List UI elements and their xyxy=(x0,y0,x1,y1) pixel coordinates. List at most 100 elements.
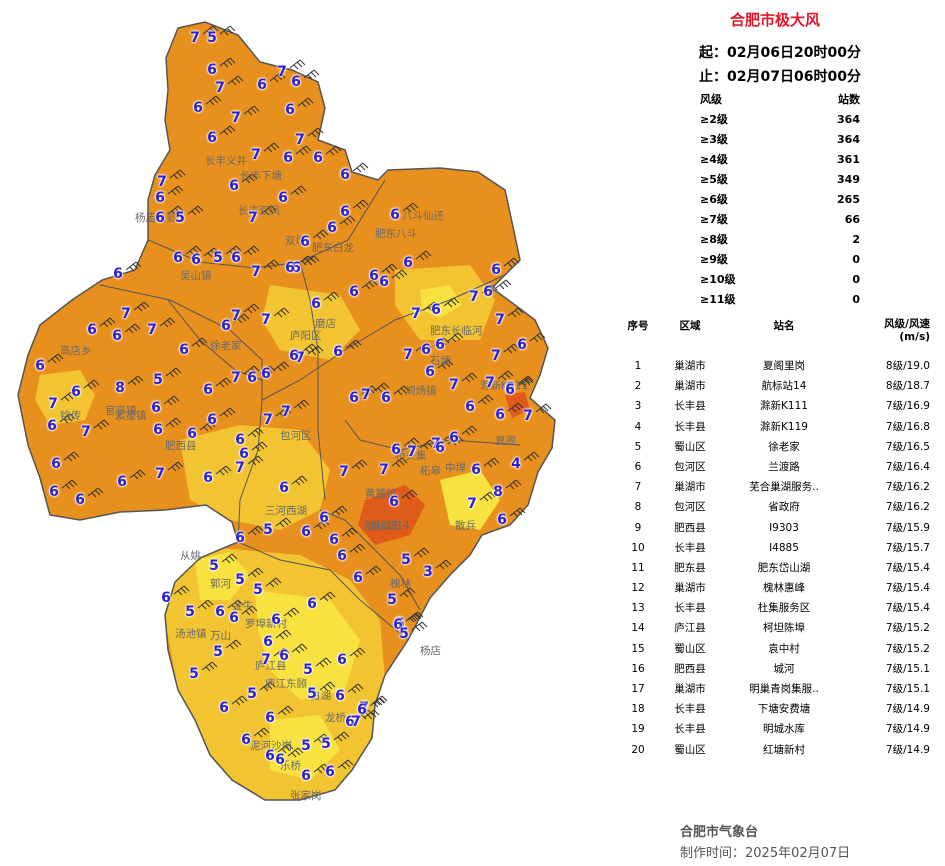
level-table-header: 风级 站数 xyxy=(700,90,860,110)
wind-barb-icon xyxy=(165,367,182,378)
wind-barb-icon xyxy=(349,543,366,554)
wind-barb-icon xyxy=(303,255,320,266)
wind-barb-icon xyxy=(535,403,552,414)
wind-level-marker: 6 xyxy=(257,77,267,93)
rank-station: 红塘新村 xyxy=(763,743,805,756)
wind-level-marker: 5 xyxy=(399,626,409,642)
wind-barb-icon xyxy=(87,487,104,498)
rank-value: 7级/16.9 xyxy=(885,400,930,413)
rank-no: 3 xyxy=(634,400,642,413)
wind-barb-icon xyxy=(483,457,500,468)
wind-barb-icon xyxy=(287,747,304,758)
level-row: ≥10级 0 xyxy=(700,270,860,290)
station-label: 滁新K111 xyxy=(480,380,528,392)
rank-area: 巢湖市 xyxy=(674,683,706,695)
wind-level-marker: 7 xyxy=(411,306,421,322)
wind-barb-icon xyxy=(99,317,116,328)
zone-level-5-north xyxy=(262,285,360,360)
wind-level-marker: 6 xyxy=(153,422,163,438)
wind-level-marker: 6 xyxy=(369,268,379,284)
wind-level-marker: 6 xyxy=(112,328,122,344)
wind-barb-icon xyxy=(411,621,428,632)
ranking-row: 20 蜀山区 红塘新村 7级/14.9 xyxy=(620,740,930,760)
wind-level-marker: 6 xyxy=(313,150,323,166)
wind-level-marker: 6 xyxy=(505,382,515,398)
rank-value: 7级/14.9 xyxy=(885,723,930,736)
wind-level-marker: 6 xyxy=(291,260,301,276)
level-label: ≥7级 xyxy=(700,213,728,226)
hefei-map-svg xyxy=(17,21,556,801)
wind-barb-icon xyxy=(259,681,276,692)
level-row: ≥7级 66 xyxy=(700,210,860,230)
wind-barb-icon xyxy=(401,489,418,500)
wind-barb-icon xyxy=(391,457,408,468)
wind-level-marker: 7 xyxy=(155,466,165,482)
wind-barb-icon xyxy=(313,733,330,744)
rank-area: 包河区 xyxy=(674,460,706,473)
wind-level-marker: 7 xyxy=(231,110,241,126)
wind-barb-icon xyxy=(273,647,290,658)
wind-barb-icon xyxy=(523,451,540,462)
wind-barb-icon xyxy=(297,255,314,266)
wind-barb-icon xyxy=(291,475,308,486)
station-label: 双墩 xyxy=(285,235,306,247)
wind-barb-icon xyxy=(402,202,419,213)
wind-barb-icon xyxy=(405,612,422,623)
wind-barb-icon xyxy=(233,313,250,324)
station-label: 夏阁 xyxy=(495,435,516,447)
station-label: 烔炀镇 xyxy=(405,385,437,397)
wind-level-marker: 7 xyxy=(359,700,369,716)
wind-level-marker: 7 xyxy=(251,264,261,280)
wind-barb-icon xyxy=(93,419,110,430)
wind-map: 长丰义井 杨庙马郢 吴山镇 双墩 肥东八斗 八斗仙还 肥东白龙 长丰双凤 庐阳区 磨店 包河区 肥西县… xyxy=(17,21,556,802)
rank-station: 肥东岱山湖 xyxy=(757,561,811,574)
wind-level-marker: 6 xyxy=(327,220,337,236)
wind-barb-icon xyxy=(313,763,330,774)
ranking-row: 3 长丰县 滁新K111 7级/16.9 xyxy=(620,396,930,416)
wind-barb-icon xyxy=(263,259,280,270)
wind-level-marker: 6 xyxy=(35,358,45,374)
wind-barb-icon xyxy=(495,279,512,290)
wind-level-marker: 6 xyxy=(221,318,231,334)
wind-level-marker: 6 xyxy=(435,337,445,353)
wind-barb-icon xyxy=(225,245,242,256)
wind-level-marker: 6 xyxy=(421,342,431,358)
station-label: 官亭镇 xyxy=(105,405,137,417)
rank-no: 5 xyxy=(634,440,642,453)
wind-barbs xyxy=(47,25,552,774)
station-label: 长丰双凤 xyxy=(238,205,280,217)
level-row: ≥5级 349 xyxy=(700,170,860,190)
zone-level-4-sanbing xyxy=(440,470,500,530)
wind-barb-icon xyxy=(363,709,380,720)
wind-barb-icon xyxy=(337,759,354,770)
rank-value: 7级/15.4 xyxy=(885,602,930,615)
wind-barb-icon xyxy=(289,59,306,70)
wind-barb-icon xyxy=(391,269,408,280)
rank-value: 7级/15.2 xyxy=(885,642,930,655)
wind-level-marker: 6 xyxy=(349,390,359,406)
wind-barb-icon xyxy=(253,727,270,738)
station-label: 龙桥 xyxy=(325,712,346,724)
wind-level-marker: 6 xyxy=(495,407,505,423)
rank-area: 蜀山区 xyxy=(674,743,706,756)
wind-barb-icon xyxy=(199,421,216,432)
wind-barb-icon xyxy=(505,479,522,490)
wind-barb-icon xyxy=(221,553,238,564)
wind-level-marker: 6 xyxy=(207,62,217,78)
ranking-row: 19 长丰县 明城水库 7级/14.9 xyxy=(620,719,930,739)
wind-level-marker: 6 xyxy=(389,494,399,510)
wind-barb-icon xyxy=(215,377,232,388)
wind-barb-icon xyxy=(173,585,190,596)
wind-level-marker: 5 xyxy=(175,210,185,226)
wind-level-marker: 6 xyxy=(319,510,329,526)
wind-barb-icon xyxy=(247,567,264,578)
wind-level-marker: 6 xyxy=(491,262,501,278)
wind-barb-icon xyxy=(159,317,176,328)
level-row: ≥11级 0 xyxy=(700,290,860,310)
rank-station: I4885 xyxy=(769,541,799,554)
wind-barb-icon xyxy=(415,250,432,261)
wind-level-marker: 6 xyxy=(393,617,403,633)
station-label: 吴山镇 xyxy=(180,270,212,282)
wind-barb-icon xyxy=(447,332,464,343)
ranking-row: 7 巢湖市 芜合巢湖服务.. 7级/16.2 xyxy=(620,477,930,497)
